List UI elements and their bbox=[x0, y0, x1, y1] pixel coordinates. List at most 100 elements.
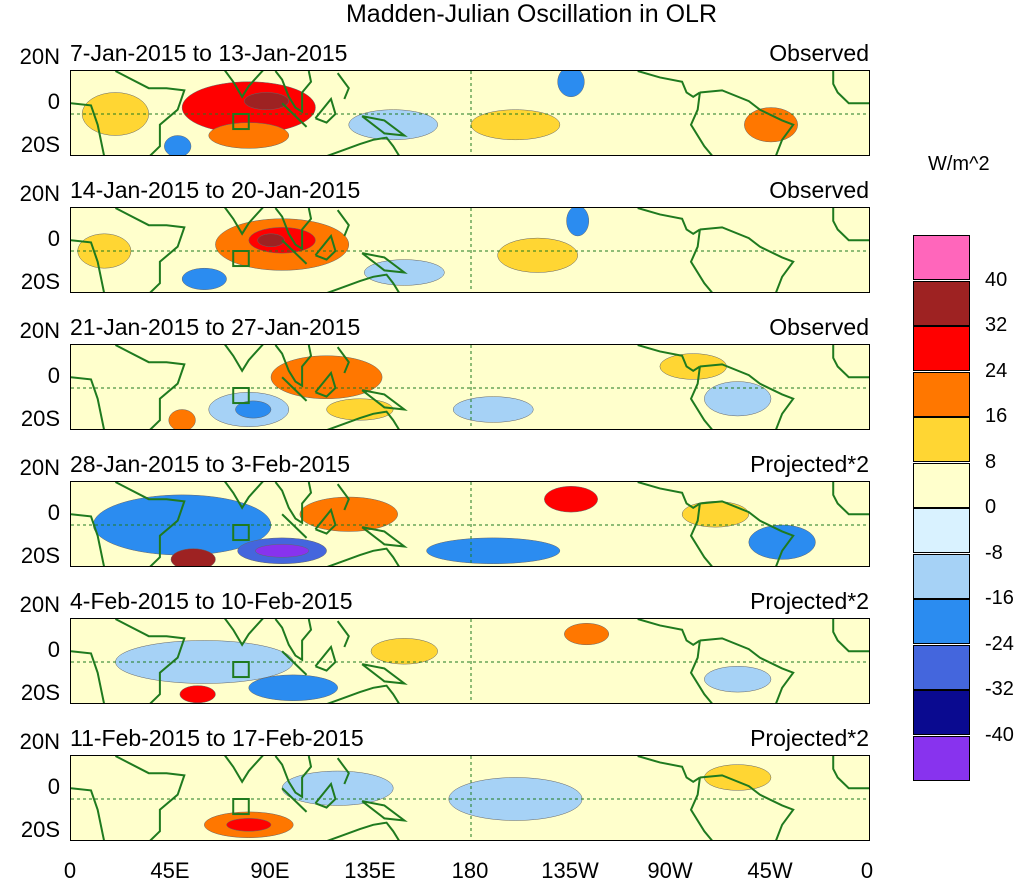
panel-4-coastline-12 bbox=[699, 500, 795, 566]
panel-2-anomaly-3 bbox=[257, 233, 285, 247]
x-tick-135e: 135E bbox=[344, 858, 396, 883]
panel-4-coastline-2 bbox=[71, 513, 105, 566]
panel-1-map bbox=[70, 70, 870, 156]
panel-3-coastline-12 bbox=[699, 363, 795, 429]
panel-6-coastline-2 bbox=[71, 787, 105, 840]
colorbar-label-7: -8 bbox=[985, 542, 1003, 564]
panel-5-period: 4-Feb-2015 to 10-Feb-2015 bbox=[70, 588, 353, 614]
panel-4-coastline-5 bbox=[281, 513, 308, 539]
panel-1-coastline-11 bbox=[689, 92, 713, 155]
colorbar-swatch-4 bbox=[913, 372, 970, 417]
colorbar-swatch-1 bbox=[913, 235, 970, 280]
panel-3-anomaly-2 bbox=[326, 398, 394, 421]
panel-3-coastline-2 bbox=[71, 376, 105, 429]
panel-5-status: Projected*2 bbox=[750, 588, 869, 614]
panel-6-anomaly-5 bbox=[704, 764, 772, 791]
panel-1-status: Observed bbox=[769, 40, 869, 66]
panel-2-coastline-5 bbox=[281, 239, 308, 265]
x-tick-90w: 90W bbox=[647, 858, 693, 883]
panel-1-coastline-8 bbox=[361, 115, 408, 137]
colorbar-swatch-7 bbox=[913, 508, 970, 553]
colorbar-swatch-11 bbox=[913, 690, 970, 735]
panel-1-field bbox=[71, 71, 869, 155]
panel-1-anomaly-8 bbox=[164, 135, 192, 155]
colorbar-label-8: -16 bbox=[985, 587, 1014, 609]
panel-3-coastline-11 bbox=[689, 366, 713, 429]
panel-5-anomaly-3 bbox=[179, 685, 216, 703]
panel-4-period: 28-Jan-2015 to 3-Feb-2015 bbox=[70, 451, 351, 477]
panel-3-status: Observed bbox=[769, 314, 869, 340]
panel-1-y-tick-3: 20S bbox=[20, 132, 60, 157]
panel-6-coastline-4 bbox=[274, 756, 313, 799]
panel-6-coastline-3 bbox=[224, 756, 264, 784]
colorbar-swatch-12 bbox=[913, 736, 970, 781]
panel-4-anomaly-5 bbox=[299, 496, 398, 532]
panel-4-anomaly-7 bbox=[426, 537, 561, 564]
panel-3-anomaly-7 bbox=[659, 353, 727, 380]
colorbar-label-11: -40 bbox=[985, 724, 1014, 746]
panel-3-anomaly-6 bbox=[452, 396, 534, 423]
panel-3-period: 21-Jan-2015 to 27-Jan-2015 bbox=[70, 314, 361, 340]
panel-2-status: Observed bbox=[769, 177, 869, 203]
panel-4-anomaly-3 bbox=[255, 544, 310, 558]
panel-4-y-tick-2: 0 bbox=[47, 500, 60, 525]
panel-4-y-tick-3: 20S bbox=[20, 543, 60, 568]
panel-5-anomaly-2 bbox=[248, 674, 338, 701]
colorbar-label-10: -32 bbox=[985, 678, 1014, 700]
panel-5-map bbox=[70, 618, 870, 704]
panel-6-coastline-12 bbox=[699, 774, 795, 840]
panel-4-anomaly-6 bbox=[544, 486, 598, 513]
panel-4-y-tick-1: 20N bbox=[19, 455, 60, 480]
panel-4-coastline-10 bbox=[637, 482, 701, 509]
panel-2-y-tick-3: 20S bbox=[20, 269, 60, 294]
panel-6-y-tick-2: 0 bbox=[47, 774, 60, 799]
panel-5-coastline-1 bbox=[114, 619, 186, 703]
x-tick-135w: 135W bbox=[541, 858, 599, 883]
panel-5-coastline-4 bbox=[274, 619, 313, 662]
panel-3-coastline-4 bbox=[274, 345, 313, 388]
panel-1-coastline-9 bbox=[326, 136, 400, 155]
panel-4-field bbox=[71, 482, 869, 566]
colorbar-label-1: 40 bbox=[985, 269, 1008, 291]
colorbar-label-3: 24 bbox=[985, 360, 1008, 382]
panel-5-y-tick-1: 20N bbox=[19, 592, 60, 617]
panel-2-coastline-3 bbox=[224, 208, 264, 236]
panel-3-coastline-3 bbox=[224, 345, 264, 373]
panel-5-coastline-8 bbox=[361, 663, 408, 685]
colorbar-swatch-3 bbox=[913, 326, 970, 371]
panel-1-anomaly-7 bbox=[557, 71, 585, 98]
panel-2-coastline-10 bbox=[637, 208, 701, 235]
panel-6-status: Projected*2 bbox=[750, 725, 869, 751]
panel-2-coastline-7 bbox=[336, 209, 350, 237]
panel-1-anomaly-2 bbox=[244, 92, 290, 110]
panel-2-coastline-9 bbox=[326, 273, 400, 292]
panel-5-anomaly-6 bbox=[704, 666, 772, 693]
panel-1-period: 7-Jan-2015 to 13-Jan-2015 bbox=[70, 40, 348, 66]
panel-4-coastline-4 bbox=[274, 482, 313, 525]
panel-6-coastline-5 bbox=[281, 787, 308, 813]
panel-2-anomaly-4 bbox=[181, 267, 227, 290]
panel-4-anomaly-8 bbox=[748, 524, 816, 560]
panel-3-y-tick-2: 0 bbox=[47, 363, 60, 388]
panel-2-y-tick-1: 20N bbox=[19, 181, 60, 206]
panel-1-coastline-5 bbox=[281, 102, 308, 128]
x-tick-180: 180 bbox=[451, 858, 489, 883]
panel-6-field bbox=[71, 756, 869, 840]
panel-1-coastline-12 bbox=[699, 89, 795, 155]
panel-1-y-tick-1: 20N bbox=[19, 44, 60, 69]
panel-6-y-tick-3: 20S bbox=[20, 817, 60, 842]
panel-6-period: 11-Feb-2015 to 17-Feb-2015 bbox=[70, 725, 364, 751]
panel-3-anomaly-4 bbox=[235, 400, 272, 419]
x-tick-90e: 90E bbox=[250, 858, 290, 883]
panel-5-coastline-3 bbox=[224, 619, 264, 647]
colorbar-unit: W/m^2 bbox=[928, 153, 990, 175]
panel-3-coastline-1 bbox=[114, 345, 186, 429]
panel-3-coastline-7 bbox=[336, 346, 350, 374]
panel-5-coastline-13 bbox=[832, 619, 869, 653]
colorbar-swatch-8 bbox=[913, 554, 970, 599]
panel-5-coastline-9 bbox=[326, 684, 400, 703]
panel-6-coastline-10 bbox=[637, 756, 701, 783]
panel-5-coastline-12 bbox=[699, 637, 795, 703]
panel-2-y-tick-2: 0 bbox=[47, 226, 60, 251]
panel-5-anomaly-4 bbox=[370, 638, 438, 665]
